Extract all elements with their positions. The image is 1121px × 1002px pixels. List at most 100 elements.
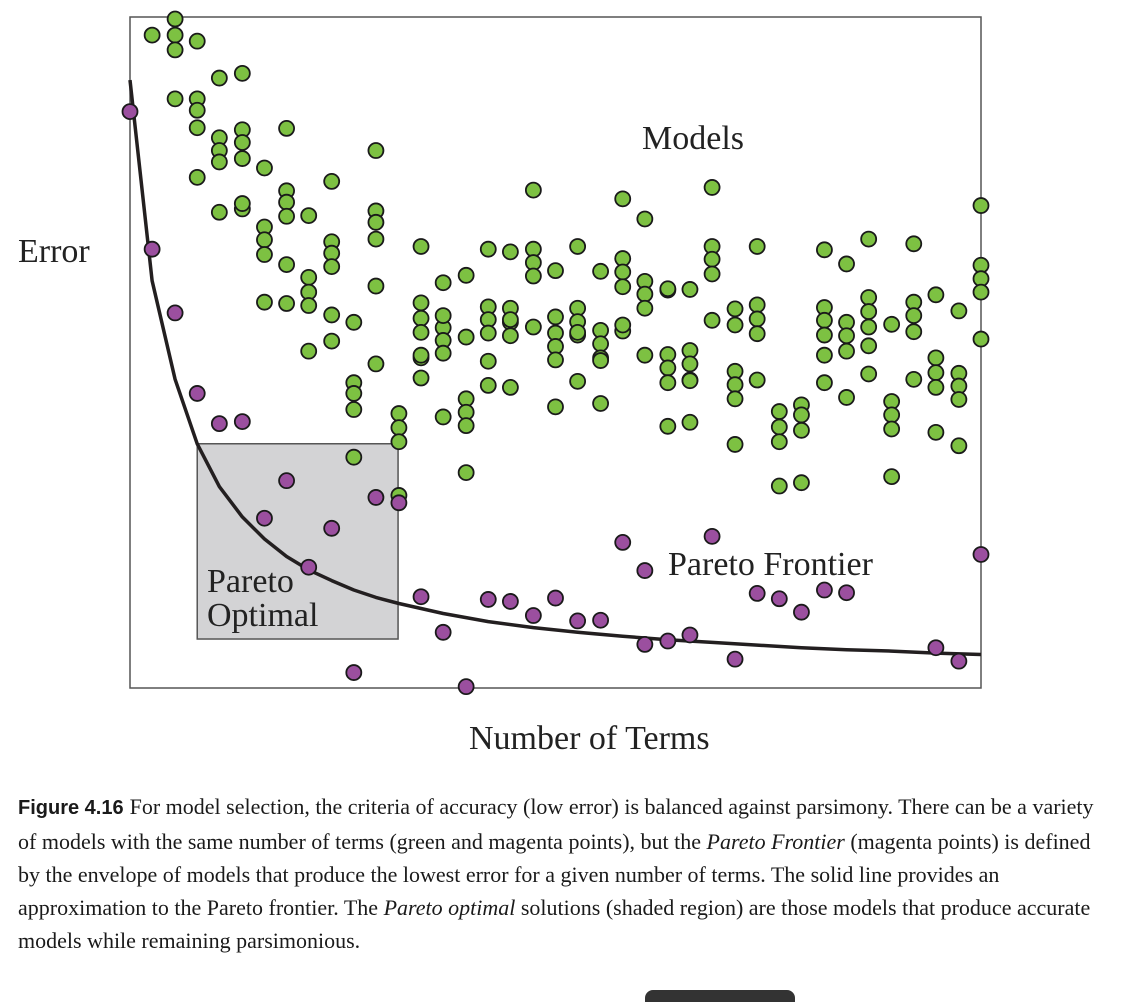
model-point bbox=[726, 436, 744, 453]
model-point bbox=[345, 313, 363, 331]
model-point bbox=[883, 420, 901, 438]
pareto-point bbox=[726, 650, 744, 668]
model-point bbox=[256, 231, 273, 249]
pareto-optimal-annotation-line1: Pareto bbox=[207, 563, 294, 600]
model-point bbox=[323, 332, 341, 350]
model-point bbox=[816, 311, 833, 329]
bottom-tab-handle[interactable] bbox=[645, 990, 795, 1002]
pareto-point bbox=[256, 509, 273, 527]
caption-italic-pareto-optimal: Pareto optimal bbox=[383, 895, 516, 920]
model-point bbox=[614, 316, 632, 334]
model-point bbox=[681, 413, 699, 431]
model-point bbox=[905, 323, 923, 341]
model-point bbox=[883, 315, 901, 333]
model-point bbox=[726, 300, 744, 318]
pareto-point bbox=[838, 584, 855, 602]
model-point bbox=[748, 325, 766, 343]
model-point bbox=[614, 190, 632, 208]
model-point bbox=[659, 417, 677, 435]
model-point bbox=[367, 213, 385, 231]
model-point bbox=[457, 328, 475, 346]
figure-label: Figure 4.16 bbox=[18, 797, 124, 819]
pareto-point bbox=[323, 519, 341, 537]
model-point bbox=[479, 376, 497, 394]
model-point bbox=[434, 307, 452, 324]
pareto-point bbox=[972, 546, 990, 563]
caption-text-2: (magenta points) is defined by the envel… bbox=[18, 829, 1091, 920]
model-point bbox=[323, 172, 341, 190]
pareto-point bbox=[188, 385, 206, 402]
model-point bbox=[501, 327, 519, 345]
model-point bbox=[681, 372, 699, 390]
pareto-point bbox=[434, 623, 452, 641]
model-point bbox=[927, 378, 945, 396]
model-point bbox=[972, 197, 990, 214]
pareto-point bbox=[703, 527, 721, 545]
pareto-point bbox=[278, 472, 295, 490]
caption-text-3: solutions (shaded region) are those mode… bbox=[18, 895, 1091, 953]
model-point bbox=[816, 346, 833, 364]
model-point bbox=[816, 374, 833, 392]
model-point bbox=[748, 238, 766, 255]
model-point bbox=[905, 235, 923, 253]
model-point bbox=[703, 250, 721, 268]
model-point bbox=[547, 398, 564, 416]
pareto-point bbox=[927, 639, 945, 657]
model-point bbox=[748, 371, 766, 389]
model-point bbox=[614, 278, 632, 296]
model-point bbox=[838, 342, 855, 360]
model-point bbox=[659, 359, 677, 377]
caption-text-1: For model selection, the criteria of acc… bbox=[18, 794, 1094, 854]
model-point bbox=[927, 423, 945, 441]
model-point bbox=[210, 69, 228, 87]
model-point bbox=[210, 203, 228, 221]
model-point bbox=[592, 352, 610, 369]
model-point bbox=[412, 238, 430, 255]
pareto-point bbox=[345, 664, 363, 681]
model-point bbox=[636, 346, 654, 364]
model-point bbox=[143, 26, 161, 44]
model-point bbox=[592, 335, 610, 353]
model-point bbox=[659, 374, 677, 392]
model-point bbox=[300, 207, 318, 225]
model-point bbox=[412, 369, 430, 387]
pareto-point bbox=[547, 589, 564, 607]
model-point bbox=[457, 266, 475, 284]
model-point bbox=[972, 283, 990, 301]
model-point bbox=[278, 256, 295, 273]
pareto-optimal-annotation-line2: Optimal bbox=[207, 597, 318, 634]
models-annotation: Models bbox=[642, 120, 744, 157]
pareto-point bbox=[501, 593, 519, 610]
model-point bbox=[479, 240, 497, 258]
model-point bbox=[816, 241, 833, 259]
pareto-point bbox=[793, 603, 810, 621]
model-point bbox=[636, 285, 654, 303]
pareto-point bbox=[524, 607, 542, 624]
x-axis-label: Number of Terms bbox=[469, 720, 710, 757]
model-point bbox=[636, 210, 654, 228]
model-point bbox=[256, 293, 273, 311]
model-point bbox=[278, 207, 295, 225]
model-point bbox=[569, 372, 587, 390]
model-point bbox=[793, 474, 810, 492]
pareto-optimal-region bbox=[196, 443, 399, 640]
pareto-point bbox=[457, 678, 475, 696]
model-point bbox=[166, 90, 184, 108]
model-point bbox=[905, 307, 923, 324]
model-point bbox=[905, 370, 923, 388]
pareto-chart: Error Number of Terms Models Pareto Fron… bbox=[18, 10, 990, 757]
model-point bbox=[681, 355, 699, 373]
model-point bbox=[681, 281, 699, 298]
model-point bbox=[278, 119, 295, 137]
model-point bbox=[188, 119, 206, 137]
model-point bbox=[524, 181, 542, 199]
model-point bbox=[547, 351, 564, 369]
pareto-point bbox=[367, 489, 385, 506]
pareto-point bbox=[681, 626, 699, 644]
plot-frame bbox=[129, 16, 982, 689]
model-point bbox=[188, 168, 206, 186]
model-point bbox=[501, 311, 519, 329]
model-point bbox=[793, 406, 810, 424]
model-point bbox=[233, 150, 251, 167]
pareto-point bbox=[614, 533, 632, 551]
